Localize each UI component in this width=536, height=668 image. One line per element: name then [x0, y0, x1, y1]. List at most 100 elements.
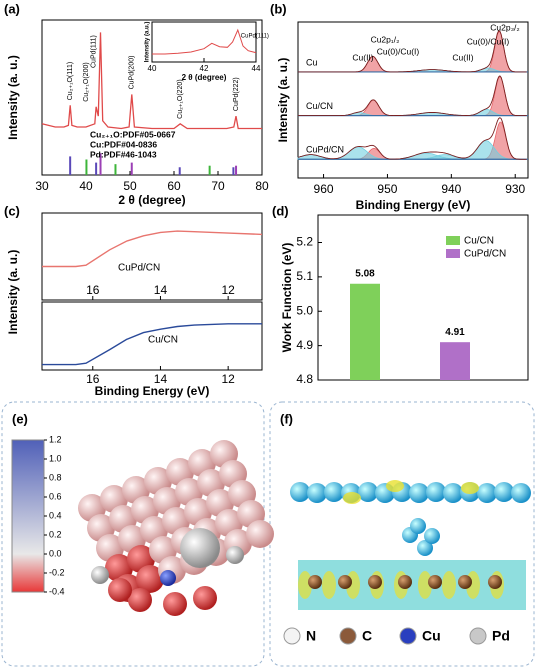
peak-label: Cu₂₊₁O(200): [83, 62, 90, 102]
peak-label: Cu(II): [352, 52, 373, 62]
series-label: CuPd/CN: [118, 263, 160, 274]
y-tick-label: 5.2: [296, 235, 313, 249]
x-tick-label: 14: [154, 283, 168, 297]
atom: [338, 575, 352, 589]
x-tick-label: 960: [314, 182, 334, 196]
peak-label: Cu(0)/Cu(I): [467, 36, 510, 46]
density: [386, 480, 404, 492]
y-axis-label: Work Function (eV): [280, 243, 294, 353]
atom: [417, 540, 433, 556]
legend-marker: [339, 627, 357, 645]
atom: [488, 575, 502, 589]
panel-label: (b): [270, 1, 287, 16]
atom: [324, 482, 344, 502]
axis-frame: [297, 21, 529, 179]
atom: [477, 483, 497, 503]
x-tick-label: 14: [154, 372, 168, 386]
y-tick-label: 5.0: [296, 303, 313, 317]
peak-label: CuPd(111): [90, 35, 97, 68]
atom: [443, 483, 463, 503]
peak-label: Cu(II): [452, 52, 473, 62]
atom: [409, 483, 429, 503]
x-tick-label: 930: [505, 182, 525, 196]
peak-label: Cu(0)/Cu(I): [377, 46, 420, 56]
x-tick-label: 950: [377, 182, 397, 196]
panel-f-frame: [269, 401, 535, 667]
atom: [426, 482, 446, 502]
atom: [180, 528, 220, 568]
atom: [368, 575, 382, 589]
legend-label: Pd: [492, 628, 510, 644]
x-tick-label: 60: [167, 179, 181, 193]
legend-label: Cu:PDF#04-0836: [90, 139, 157, 149]
atom: [458, 575, 472, 589]
legend-label: Cu₂₊₁O:PDF#05-0667: [90, 129, 176, 139]
x-tick-label: 940: [441, 182, 461, 196]
axis-frame: [317, 214, 529, 381]
atom: [163, 592, 187, 616]
x-tick-label: 16: [86, 283, 100, 297]
inset-label: CuPd(111): [241, 34, 269, 40]
density: [298, 571, 312, 599]
legend-label: CuPd/CN: [464, 249, 506, 260]
atom: [424, 528, 440, 544]
axis-frame: [41, 19, 263, 176]
peak-label: CuPd(222): [233, 77, 240, 111]
inset-frame: [151, 21, 257, 63]
x-axis-label: 2 θ (degree): [118, 193, 185, 207]
colorbar-tick-label: 1.0: [49, 453, 62, 463]
y-tick-label: 4.9: [296, 338, 313, 352]
x-axis-label: Binding Energy (eV): [356, 198, 471, 212]
colorbar-tick-label: -0.2: [49, 567, 65, 577]
y-axis-label: Intensity (a.u.): [145, 22, 151, 63]
series-label: Cu/CN: [306, 101, 333, 111]
legend-label: C: [362, 628, 372, 644]
inset-x-label: 2 θ (degree): [182, 73, 227, 82]
bar: [350, 283, 380, 380]
inset-line: [152, 28, 257, 55]
density: [343, 492, 361, 504]
atom: [398, 575, 412, 589]
x-tick-label: 70: [211, 179, 225, 193]
panel-label: (a): [4, 1, 20, 16]
x-tick-label: 42: [200, 64, 209, 73]
peak-label: CuPd(200): [129, 56, 136, 90]
atom: [226, 546, 244, 564]
colorbar-tick-label: 0.0: [49, 548, 62, 558]
value-label: 5.08: [355, 268, 375, 279]
density: [461, 482, 479, 494]
y-tick-label: 5.1: [296, 269, 313, 283]
colorbar-tick-label: 1.2: [49, 434, 62, 444]
x-tick-label: 12: [221, 283, 235, 297]
atom: [246, 520, 274, 548]
colorbar-tick-label: 0.6: [49, 491, 62, 501]
x-tick-label: 40: [79, 179, 93, 193]
x-axis-label: Binding Energy (eV): [95, 384, 210, 398]
density: [418, 571, 432, 599]
density: [442, 571, 456, 599]
atom: [307, 483, 327, 503]
legend-marker: [469, 627, 487, 645]
colorbar-tick-label: 0.8: [49, 472, 62, 482]
x-tick-label: 44: [252, 64, 261, 73]
colorbar-tick-label: -0.4: [49, 586, 65, 596]
axis-frame: [41, 212, 263, 301]
bar: [440, 342, 470, 380]
legend-swatch: [446, 249, 460, 258]
y-axis-label: Intensity (a. u.): [276, 58, 290, 143]
peak-label: Cu2p₁/₂: [371, 34, 400, 44]
panel-label: (c): [4, 203, 20, 218]
fit-envelope: [298, 30, 527, 73]
panel-label: (e): [12, 411, 28, 426]
atom: [108, 578, 132, 602]
atom: [136, 565, 164, 593]
atom: [160, 570, 176, 586]
legend-label: N: [306, 628, 316, 644]
peak-label: Cu₂₊₁O(220): [177, 79, 184, 119]
atom: [494, 482, 514, 502]
panel-label: (d): [272, 203, 289, 218]
atom: [290, 482, 310, 502]
peak-label: Cu2p₃/₂: [490, 22, 519, 32]
